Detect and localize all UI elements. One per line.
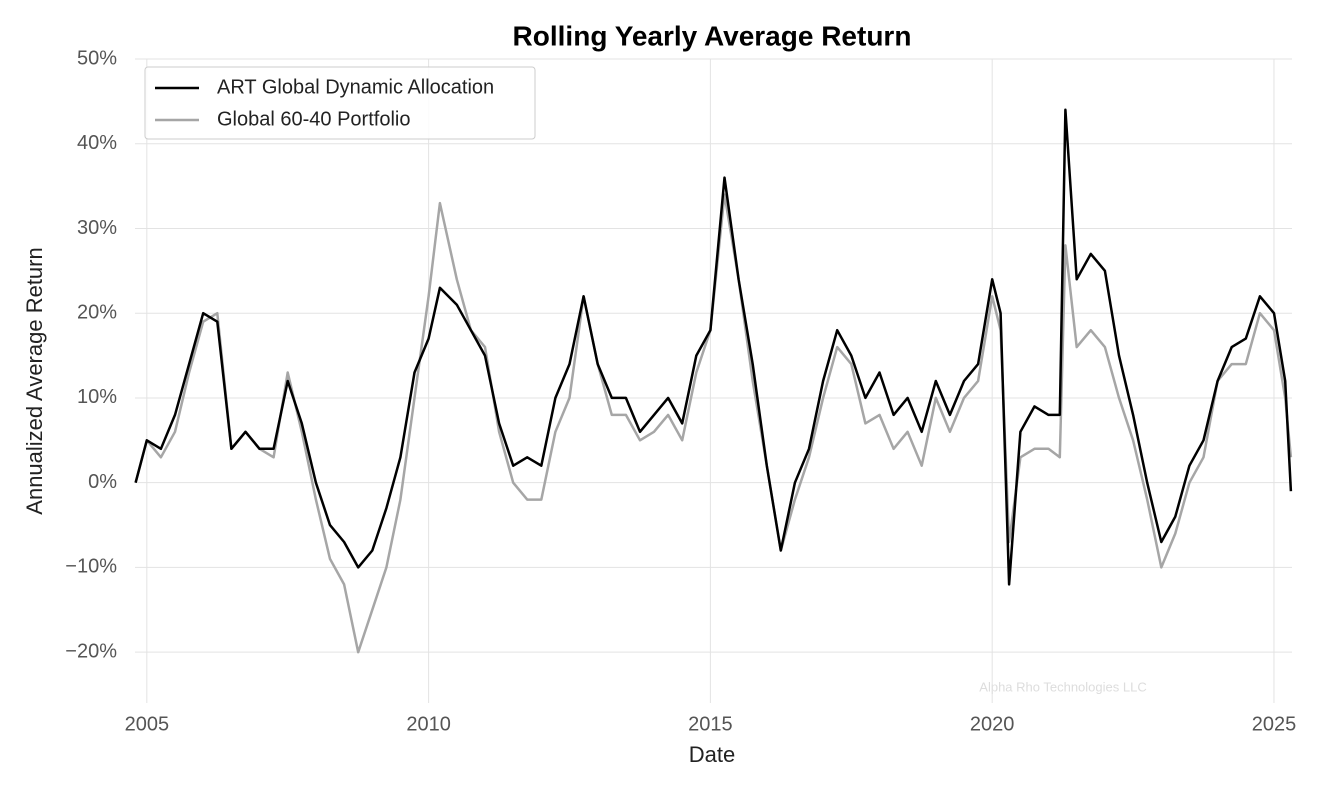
y-tick-label: 20% — [77, 301, 117, 323]
watermark: Alpha Rho Technologies LLC — [979, 679, 1146, 694]
y-tick-label: 30% — [77, 217, 117, 239]
legend-label: ART Global Dynamic Allocation — [217, 76, 494, 98]
y-axis-label: Annualized Average Return — [22, 247, 47, 514]
legend-box — [144, 66, 536, 140]
y-tick-label: 10% — [77, 386, 117, 408]
series-line — [134, 108, 1293, 586]
chart-title: Rolling Yearly Average Return — [513, 20, 912, 51]
y-tick-label: 50% — [77, 47, 117, 69]
grid — [135, 58, 1292, 703]
x-tick-label: 2025 — [1252, 713, 1297, 735]
x-axis-label: Date — [689, 742, 735, 767]
x-tick-label: 2010 — [406, 713, 451, 735]
legend-label: Global 60-40 Portfolio — [217, 108, 410, 130]
y-tick-label: −20% — [65, 640, 117, 662]
y-tick-label: 40% — [77, 132, 117, 154]
legend: ART Global Dynamic Allocation Global 60-4… — [144, 66, 536, 140]
x-tick-label: 2015 — [688, 713, 733, 735]
x-tick-label: 2005 — [125, 713, 170, 735]
y-tick-label: 0% — [88, 471, 117, 493]
series-line — [134, 193, 1293, 654]
x-tick-label: 2020 — [970, 713, 1015, 735]
y-tick-label: −10% — [65, 556, 117, 578]
